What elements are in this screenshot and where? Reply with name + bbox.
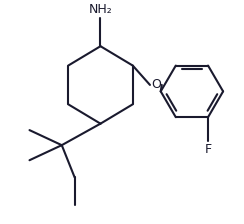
Text: O: O	[152, 78, 161, 91]
Text: F: F	[204, 143, 212, 156]
Text: NH₂: NH₂	[89, 3, 112, 16]
